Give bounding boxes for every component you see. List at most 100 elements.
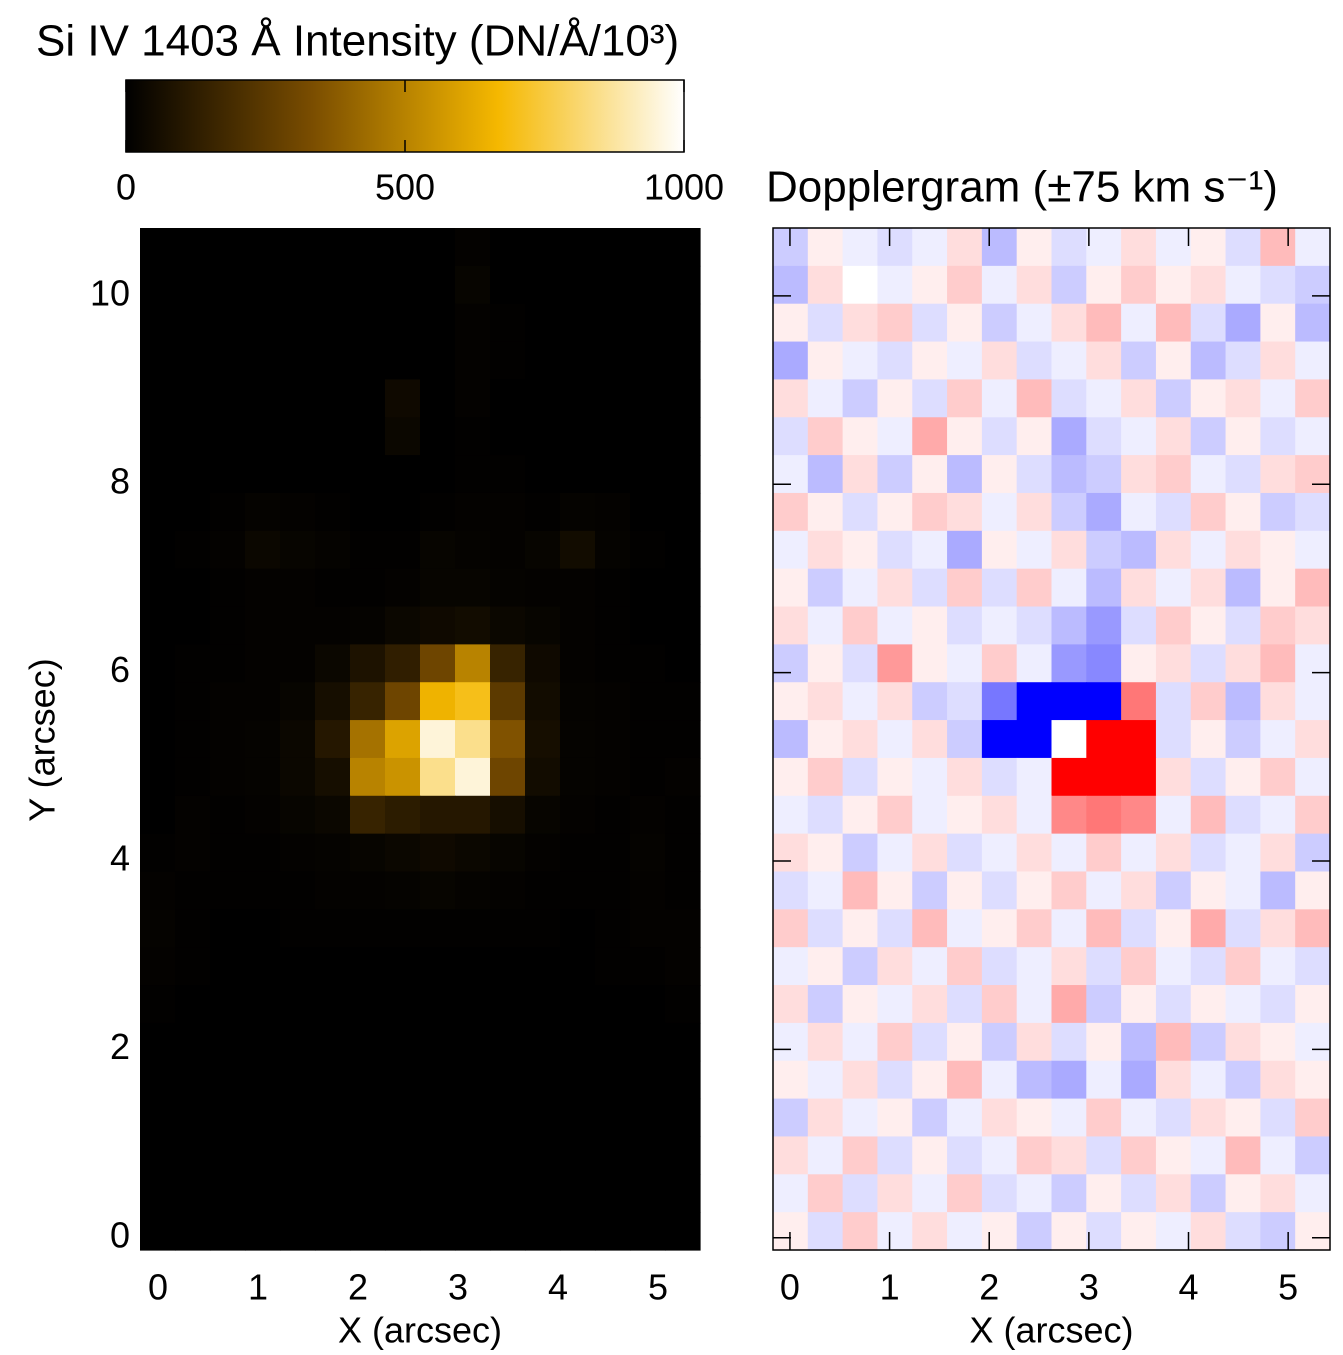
heatmap-cell (842, 1022, 879, 1062)
heatmap-cell (175, 682, 211, 721)
y-tick-label: 0 (110, 1214, 130, 1255)
heatmap-cell (665, 228, 701, 267)
heatmap-cell (912, 795, 948, 835)
heatmap-cell (947, 682, 983, 721)
heatmap-cell (1225, 720, 1261, 759)
heatmap-cell (1225, 303, 1261, 343)
heatmap-cell (525, 1098, 561, 1138)
x-tick-label: 1 (880, 1267, 900, 1308)
heatmap-cell (630, 1098, 666, 1138)
heatmap-cell (140, 871, 176, 910)
heatmap-cell (560, 795, 596, 835)
heatmap-cell (1086, 757, 1122, 797)
heatmap-cell (525, 492, 561, 532)
heatmap-cell (1190, 909, 1227, 948)
heatmap-cell (210, 947, 246, 986)
heatmap-cell (560, 909, 596, 948)
heatmap-cell (455, 682, 491, 721)
x-tick-label: 4 (1178, 1267, 1198, 1308)
heatmap-cell (1225, 985, 1261, 1024)
heatmap-cell (1121, 492, 1157, 532)
heatmap-cell (1260, 947, 1296, 986)
heatmap-cell (210, 455, 246, 494)
heatmap-cell (210, 303, 246, 343)
heatmap-cell (525, 644, 561, 683)
heatmap-cell (842, 228, 879, 267)
heatmap-cell (1225, 644, 1261, 683)
heatmap-cell (350, 871, 386, 910)
heatmap-cell (1190, 833, 1227, 873)
heatmap-cell (280, 644, 316, 683)
heatmap-cell (560, 606, 596, 645)
heatmap-cell (1260, 341, 1296, 381)
heatmap-cell (1051, 720, 1087, 759)
heatmap-cell (1086, 795, 1122, 835)
heatmap-cell (773, 947, 809, 986)
heatmap-cell (140, 1136, 176, 1175)
heatmap-cell (1086, 871, 1122, 910)
heatmap-cell (210, 720, 246, 759)
heatmap-cell (842, 1212, 879, 1251)
heatmap-cell (1051, 228, 1087, 267)
heatmap-cell (595, 1022, 631, 1062)
heatmap-cell (1260, 417, 1296, 456)
heatmap-cell (877, 492, 913, 532)
y-tick-label: 6 (110, 649, 130, 690)
heatmap-cell (665, 1098, 701, 1138)
colorbar-tick-label: 1000 (644, 167, 724, 208)
heatmap-cell (1295, 455, 1331, 494)
heatmap-cell (315, 606, 351, 645)
heatmap-cell (210, 1136, 246, 1175)
heatmap-cell (842, 682, 879, 721)
heatmap-cell (912, 1022, 948, 1062)
heatmap-cell (1121, 1174, 1157, 1213)
heatmap-cell (350, 1060, 386, 1100)
heatmap-cell (1121, 947, 1157, 986)
heatmap-cell (175, 265, 211, 305)
heatmap-cell (1225, 909, 1261, 948)
heatmap-cell (807, 568, 844, 608)
heatmap-cell (350, 530, 386, 570)
heatmap-cell (385, 1174, 421, 1213)
heatmap-cell (175, 606, 211, 645)
heatmap-cell (210, 530, 246, 570)
heatmap-cell (981, 1136, 1018, 1175)
heatmap-cell (455, 985, 491, 1024)
heatmap-cell (1295, 228, 1331, 267)
heatmap-cell (420, 1022, 456, 1062)
heatmap-cell (525, 757, 561, 797)
heatmap-cell (981, 379, 1018, 418)
heatmap-cell (947, 228, 983, 267)
heatmap-cell (175, 1098, 211, 1138)
heatmap-cell (1086, 909, 1122, 948)
heatmap-cell (1260, 644, 1296, 683)
heatmap-cell (1121, 985, 1157, 1024)
heatmap-cell (981, 795, 1018, 835)
heatmap-cell (842, 417, 879, 456)
heatmap-cell (877, 871, 913, 910)
heatmap-cell (280, 871, 316, 910)
heatmap-cell (665, 303, 701, 343)
heatmap-cell (140, 795, 176, 835)
heatmap-cell (140, 303, 176, 343)
heatmap-cell (385, 341, 421, 381)
heatmap-cell (665, 1174, 701, 1213)
heatmap-cell (455, 568, 491, 608)
heatmap-cell (807, 1136, 844, 1175)
heatmap-cell (350, 379, 386, 418)
heatmap-cell (912, 1060, 948, 1100)
heatmap-cell (947, 833, 983, 873)
heatmap-cell (385, 492, 421, 532)
heatmap-cell (981, 1212, 1018, 1251)
heatmap-cell (420, 985, 456, 1024)
heatmap-cell (280, 228, 316, 267)
heatmap-cell (912, 265, 948, 305)
heatmap-cell (947, 720, 983, 759)
heatmap-cell (595, 1212, 631, 1251)
heatmap-cell (630, 682, 666, 721)
heatmap-cell (175, 1022, 211, 1062)
heatmap-cell (140, 1060, 176, 1100)
heatmap-cell (981, 947, 1018, 986)
heatmap-cell (350, 947, 386, 986)
heatmap-cell (912, 455, 948, 494)
